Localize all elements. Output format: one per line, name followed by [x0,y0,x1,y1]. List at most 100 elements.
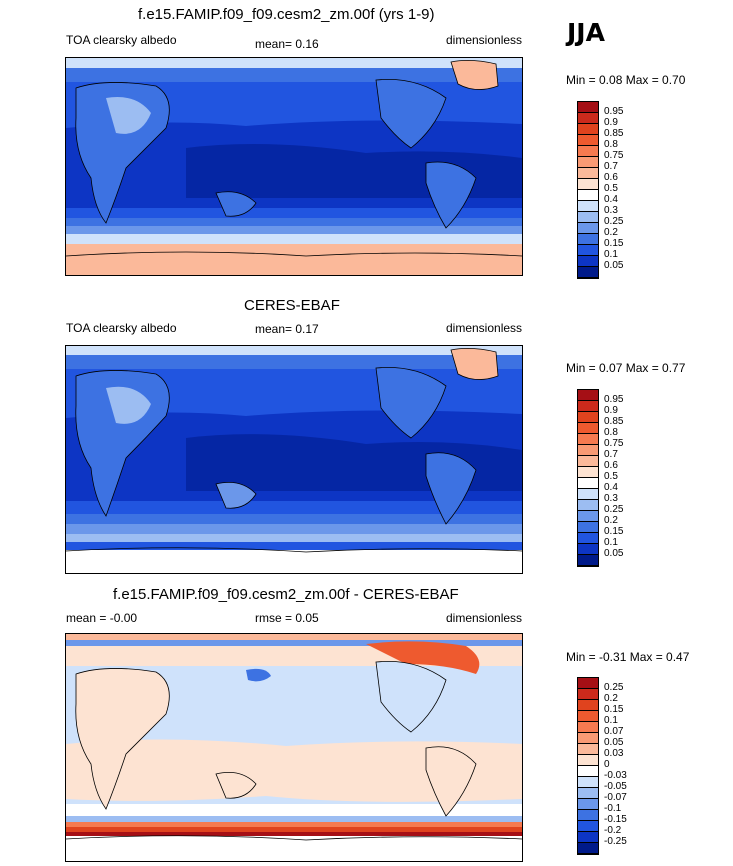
colorbar-swatch [578,168,598,179]
colorbar-tick-label: 0.8 [604,427,618,438]
colorbar-swatch [578,113,598,124]
panel1-map [65,57,523,276]
colorbar-tick-label: -0.15 [604,814,627,825]
colorbar-swatch [578,678,598,689]
colorbar-tick-label: 0.3 [604,493,618,504]
colorbar-swatch [578,445,598,456]
colorbar-swatch [578,733,598,744]
panel3-colorbar [577,677,599,855]
colorbar-swatch [578,102,598,113]
colorbar-swatch [578,179,598,190]
colorbar-swatch [578,544,598,555]
colorbar-swatch [578,777,598,788]
panel2-minmax: Min = 0.07 Max = 0.77 [566,361,686,375]
colorbar-swatch [578,689,598,700]
colorbar-swatch [578,843,598,854]
colorbar-tick-label: 0.5 [604,471,618,482]
colorbar-tick-label: 0.9 [604,405,618,416]
colorbar-swatch [578,711,598,722]
colorbar-tick-label: 0.85 [604,416,624,427]
colorbar-tick-label: 0.1 [604,537,618,548]
colorbar-tick-label: 0.1 [604,715,618,726]
colorbar-tick-label: 0.75 [604,150,624,161]
colorbar-tick-label: 0.25 [604,504,624,515]
colorbar-swatch [578,434,598,445]
colorbar-tick-label: 0.2 [604,693,618,704]
colorbar-swatch [578,157,598,168]
colorbar-swatch [578,500,598,511]
colorbar-tick-label: 0.9 [604,117,618,128]
colorbar-swatch [578,522,598,533]
colorbar-tick-label: 0.05 [604,548,624,559]
panel1-variable-label: TOA clearsky albedo [66,33,177,47]
panel3-map [65,633,523,862]
colorbar-swatch [578,755,598,766]
colorbar-swatch [578,212,598,223]
colorbar-swatch [578,700,598,711]
colorbar-tick-label: 0.5 [604,183,618,194]
panel1-mean-label: mean= 0.16 [255,37,319,51]
colorbar-swatch [578,555,598,566]
panel1-units-label: dimensionless [446,33,523,47]
panel1-title: f.e15.FAMIP.f09_f09.cesm2_zm.00f (yrs 1-… [138,6,435,23]
panel1-minmax: Min = 0.08 Max = 0.70 [566,73,686,87]
colorbar-swatch [578,245,598,256]
colorbar-tick-label: 0.2 [604,227,618,238]
colorbar-swatch [578,146,598,157]
colorbar-swatch [578,744,598,755]
colorbar-swatch [578,810,598,821]
colorbar-tick-label: -0.03 [604,770,627,781]
colorbar-tick-label: 0.05 [604,737,624,748]
colorbar-tick-label: 0.7 [604,161,618,172]
panel2-colorbar [577,389,599,567]
season-label: JJA [567,18,605,47]
panel3-mean-label: mean = -0.00 [66,611,138,625]
colorbar-tick-label: 0.95 [604,394,624,405]
colorbar-swatch [578,722,598,733]
colorbar-swatch [578,234,598,245]
colorbar-swatch [578,267,598,278]
colorbar-tick-label: 0.4 [604,194,618,205]
colorbar-tick-label: -0.25 [604,836,627,847]
colorbar-tick-label: 0.03 [604,748,624,759]
colorbar-swatch [578,256,598,267]
colorbar-swatch [578,223,598,234]
colorbar-tick-label: 0.75 [604,438,624,449]
colorbar-tick-label: 0.1 [604,249,618,260]
colorbar-tick-label: 0.4 [604,482,618,493]
colorbar-swatch [578,478,598,489]
colorbar-swatch [578,412,598,423]
colorbar-tick-label: 0.3 [604,205,618,216]
colorbar-swatch [578,489,598,500]
colorbar-tick-label: -0.2 [604,825,622,836]
panel2-units-label: dimensionless [446,321,523,335]
colorbar-swatch [578,832,598,843]
colorbar-swatch [578,766,598,777]
panel2-title: CERES-EBAF [244,297,340,314]
colorbar-swatch [578,390,598,401]
colorbar-swatch [578,456,598,467]
colorbar-tick-label: -0.05 [604,781,627,792]
colorbar-tick-label: 0.15 [604,526,624,537]
panel3-rmse-label: rmse = 0.05 [255,611,319,625]
panel3-minmax: Min = -0.31 Max = 0.47 [566,650,690,664]
colorbar-swatch [578,135,598,146]
colorbar-tick-label: -0.1 [604,803,622,814]
colorbar-tick-label: 0 [604,759,610,770]
colorbar-tick-label: 0.15 [604,704,624,715]
colorbar-swatch [578,201,598,212]
colorbar-swatch [578,821,598,832]
colorbar-tick-label: 0.6 [604,172,618,183]
colorbar-tick-label: 0.8 [604,139,618,150]
colorbar-swatch [578,124,598,135]
colorbar-swatch [578,190,598,201]
colorbar-tick-label: 0.2 [604,515,618,526]
colorbar-swatch [578,788,598,799]
panel1-colorbar [577,101,599,279]
panel2-variable-label: TOA clearsky albedo [66,321,177,335]
colorbar-tick-label: 0.7 [604,449,618,460]
colorbar-swatch [578,799,598,810]
colorbar-tick-label: 0.15 [604,238,624,249]
colorbar-tick-label: 0.95 [604,106,624,117]
panel2-mean-label: mean= 0.17 [255,322,319,336]
